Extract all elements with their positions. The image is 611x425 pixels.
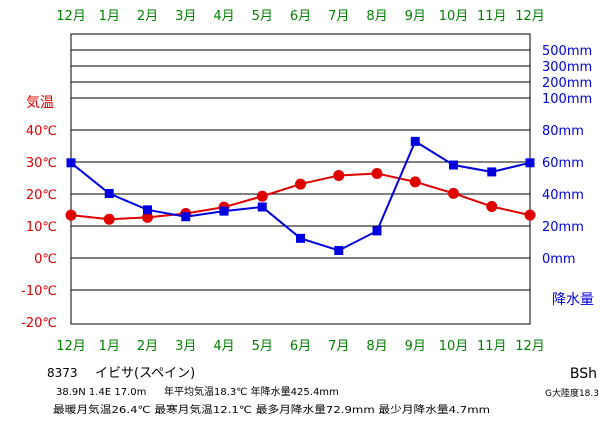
month-label-bottom: 12月 <box>515 339 545 354</box>
month-label-top: 6月 <box>290 9 311 24</box>
month-label-bottom: 3月 <box>175 339 196 354</box>
precipitation-point <box>296 233 305 243</box>
month-label-bottom: 1月 <box>99 339 120 354</box>
climate-class: BSh <box>570 366 597 382</box>
precipitation-point <box>143 205 152 215</box>
temperature-tick-label: -20℃ <box>21 316 57 331</box>
station-name: イビサ(スペイン) <box>95 366 195 381</box>
station-id: 8373 <box>47 366 78 380</box>
precipitation-tick-label: 300mm <box>542 60 592 75</box>
precipitation-point <box>334 245 344 255</box>
month-label-bottom: 5月 <box>252 339 273 354</box>
month-label-top: 10月 <box>439 9 469 24</box>
month-labels-bottom: 12月 1月 2月 3月 4月 5月 6月 7月 8月 9月 10月 11月 12月 <box>56 339 545 354</box>
temperature-point <box>448 187 459 199</box>
temperature-point <box>65 209 77 221</box>
month-label-top: 2月 <box>137 9 158 24</box>
precipitation-tick-label: 20mm <box>542 220 584 235</box>
precipitation-tick-label: 100mm <box>542 92 592 107</box>
month-label-top: 4月 <box>213 9 234 24</box>
precipitation-point <box>487 167 497 177</box>
month-label-bottom: 8月 <box>366 339 387 354</box>
temperature-point <box>524 209 536 221</box>
extremes-summary: 最暖月気温26.4℃ 最寒月気温12.1℃ 最多月降水量72.9mm 最少月降水… <box>53 403 490 416</box>
temperature-point <box>371 168 383 180</box>
precipitation-point <box>525 158 535 168</box>
precipitation-point <box>449 160 458 170</box>
month-label-bottom: 12月 <box>56 339 86 354</box>
temperature-point <box>142 211 153 223</box>
temperature-tick-label: 10℃ <box>26 220 57 235</box>
temperature-series <box>65 168 536 225</box>
month-label-bottom: 7月 <box>328 339 349 354</box>
month-label-top: 12月 <box>515 9 545 24</box>
month-label-top: 5月 <box>252 9 273 24</box>
month-label-bottom: 11月 <box>477 339 507 354</box>
station-coords: 38.9N 1.4E 17.0m <box>56 387 146 398</box>
temperature-point <box>295 178 306 190</box>
precipitation-tick-label: 80mm <box>542 124 584 139</box>
precipitation-tick-label: 0mm <box>542 252 576 267</box>
month-labels-top: 12月 1月 2月 3月 4月 5月 6月 7月 8月 9月 10月 11月 12月 <box>56 9 545 24</box>
precipitation-point <box>372 226 382 236</box>
precipitation-point <box>181 212 191 222</box>
month-label-bottom: 2月 <box>137 339 158 354</box>
month-label-bottom: 9月 <box>405 339 426 354</box>
temperature-tick-label: 40℃ <box>26 124 57 139</box>
month-label-top: 3月 <box>175 9 196 24</box>
continentality: G大陸度18.3 <box>545 387 599 399</box>
precipitation-point <box>219 206 229 216</box>
precipitation-point <box>410 136 420 146</box>
annual-summary: 年平均気温18.3℃ 年降水量425.4mm <box>164 385 339 398</box>
month-label-top: 9月 <box>405 9 426 24</box>
precipitation-series <box>66 136 535 255</box>
precipitation-point <box>104 189 114 199</box>
month-label-top: 7月 <box>328 9 349 24</box>
temperature-tick-label: 0℃ <box>34 252 57 267</box>
precipitation-tick-label: 60mm <box>542 156 584 171</box>
temperature-tick-labels: 40℃ 30℃ 20℃ 10℃ 0℃ -10℃ -20℃ <box>21 124 57 331</box>
precipitation-tick-label: 40mm <box>542 188 584 203</box>
temperature-point <box>486 200 498 212</box>
temperature-tick-label: -10℃ <box>21 284 57 299</box>
month-label-top: 8月 <box>366 9 387 24</box>
month-label-top: 1月 <box>99 9 120 24</box>
precipitation-point <box>257 202 267 212</box>
temperature-axis-title: 気温 <box>26 95 54 111</box>
month-label-bottom: 6月 <box>290 339 311 354</box>
precipitation-point <box>66 158 76 168</box>
temperature-tick-label: 20℃ <box>26 188 57 203</box>
temperature-point <box>103 213 115 225</box>
temperature-tick-label: 30℃ <box>26 156 57 171</box>
temperature-point <box>333 169 345 181</box>
month-label-top: 12月 <box>56 9 86 24</box>
temperature-point <box>409 176 421 188</box>
month-label-top: 11月 <box>477 9 507 24</box>
month-label-bottom: 10月 <box>439 339 469 354</box>
temperature-point <box>256 190 268 202</box>
precipitation-tick-label: 500mm <box>542 44 592 59</box>
precipitation-axis-title: 降水量 <box>552 292 594 308</box>
month-label-bottom: 4月 <box>213 339 234 354</box>
plot-frame <box>70 33 531 325</box>
precipitation-tick-label: 200mm <box>542 76 592 91</box>
